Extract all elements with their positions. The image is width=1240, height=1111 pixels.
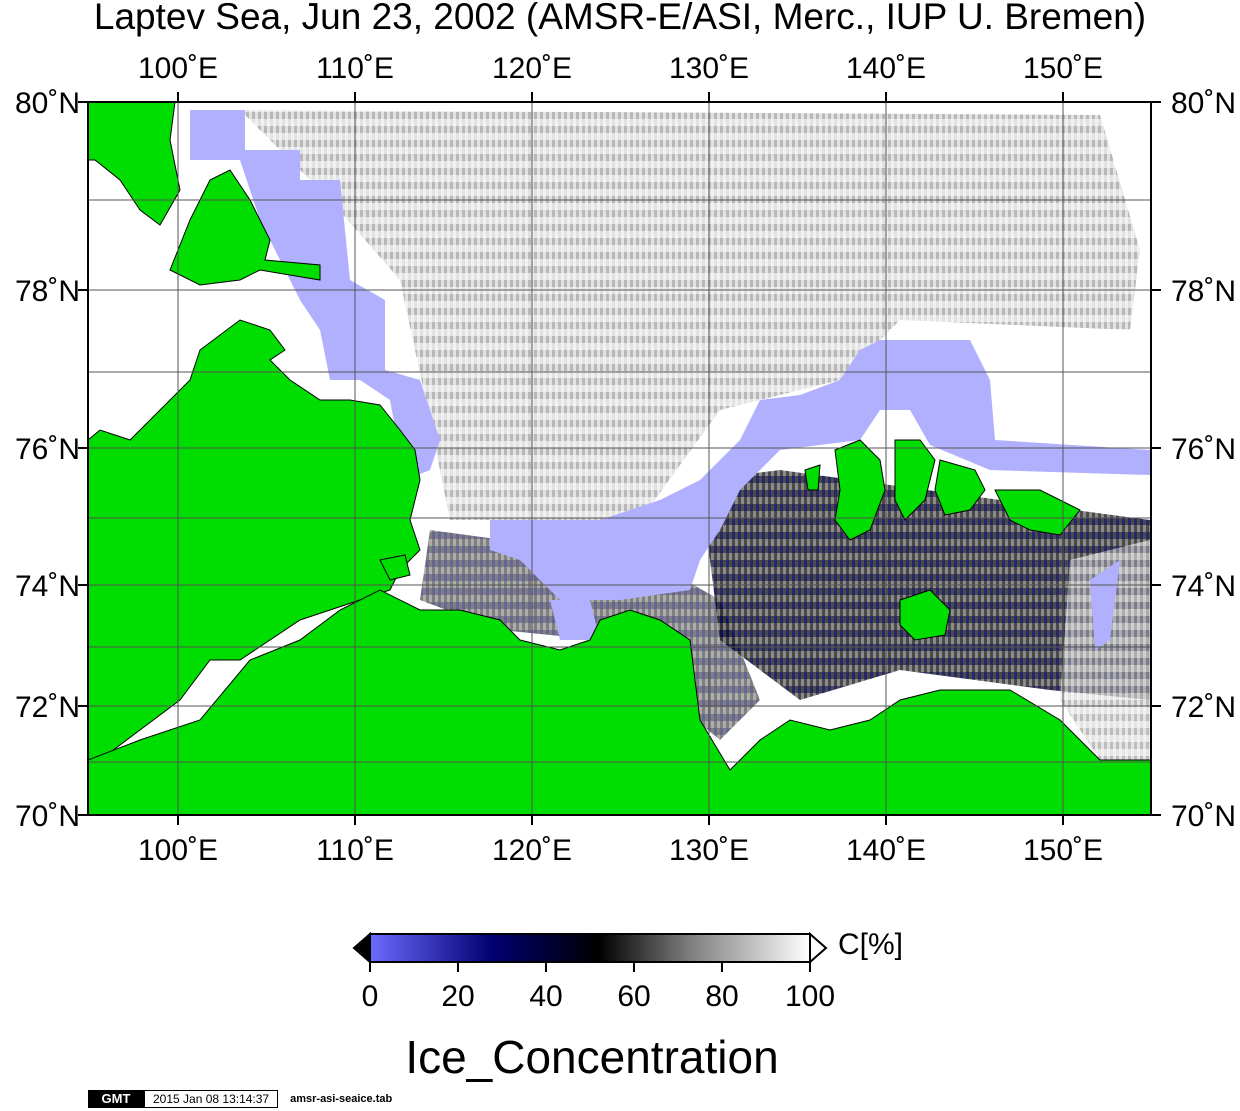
colorbar-unit: C[%]	[838, 928, 904, 961]
lat-label-right: 74˚N	[1171, 570, 1237, 603]
polynya-band-south	[550, 600, 600, 640]
lon-label-bottom: 150˚E	[1022, 834, 1104, 867]
colorbar	[352, 931, 828, 972]
colorbar-tick-label: 80	[705, 980, 739, 1013]
land-siberia-mainland	[88, 589, 1151, 815]
pack-ice-east	[1060, 540, 1150, 770]
land-bolshoy-lyakhovsky	[899, 589, 951, 641]
lat-label-right: 70˚N	[1171, 800, 1237, 833]
lat-label-left: 72˚N	[14, 691, 80, 724]
source-filename: amsr-asi-seaice.tab	[290, 1093, 393, 1105]
lat-label-right: 72˚N	[1171, 691, 1237, 724]
lon-label-bottom: 110˚E	[316, 834, 394, 867]
land-new-siberian-4	[994, 489, 1081, 536]
lon-label-bottom: 130˚E	[668, 834, 750, 867]
lat-label-right: 76˚N	[1171, 433, 1237, 466]
polynya-band-west	[190, 110, 440, 480]
lon-label-top: 100˚E	[137, 52, 219, 85]
lon-label-top: 120˚E	[491, 52, 573, 85]
map-title: Laptev Sea, Jun 23, 2002 (AMSR-E/ASI, Me…	[93, 0, 1147, 37]
lon-label-top: 130˚E	[668, 52, 750, 85]
colorbar-tick-label: 20	[441, 980, 475, 1013]
pack-ice-zone	[240, 110, 1140, 520]
land-new-siberian-3	[934, 459, 986, 516]
polynya-edge-east	[1090, 560, 1120, 650]
lon-label-bottom: 100˚E	[137, 834, 219, 867]
gmt-timestamp-stamp: GMT 2015 Jan 08 13:14:37 amsr-asi-seaice…	[88, 1090, 392, 1108]
land-island-north	[88, 102, 181, 226]
land-small-island-2	[804, 464, 821, 491]
colorbar-tick-label: 0	[361, 980, 379, 1013]
map-frame	[87, 101, 1152, 816]
polynya-band-east	[490, 340, 1150, 600]
land-new-siberian-2	[894, 439, 936, 521]
colorbar-under-arrow	[352, 931, 371, 965]
map-ticks	[78, 92, 1161, 825]
land-taymyr	[88, 319, 421, 761]
lat-label-right: 78˚N	[1171, 275, 1237, 308]
gmt-logo: GMT	[88, 1090, 144, 1108]
land-severnaya-zemlya	[169, 169, 321, 286]
lat-label-left: 80˚N	[14, 87, 80, 120]
colorbar-over-arrow	[809, 931, 828, 965]
lon-label-top: 140˚E	[845, 52, 927, 85]
land-new-siberian-1	[834, 439, 886, 541]
lat-label-left: 74˚N	[14, 570, 80, 603]
timestamp: 2015 Jan 08 13:14:37	[144, 1090, 279, 1108]
colorbar-tick-label: 100	[784, 980, 836, 1013]
lon-label-bottom: 120˚E	[491, 834, 573, 867]
lon-label-top: 150˚E	[1022, 52, 1104, 85]
graticule	[88, 102, 1151, 815]
lon-label-top: 110˚E	[316, 52, 394, 85]
colorbar-title: Ice_Concentration	[405, 1031, 779, 1083]
colorbar-tick-label: 60	[617, 980, 651, 1013]
land-small-island	[379, 554, 411, 581]
lat-label-left: 70˚N	[14, 800, 80, 833]
lon-label-bottom: 140˚E	[845, 834, 927, 867]
lat-label-left: 76˚N	[14, 433, 80, 466]
lat-label-right: 80˚N	[1171, 87, 1237, 120]
lat-label-left: 78˚N	[14, 275, 80, 308]
colorbar-tick-label: 40	[529, 980, 563, 1013]
